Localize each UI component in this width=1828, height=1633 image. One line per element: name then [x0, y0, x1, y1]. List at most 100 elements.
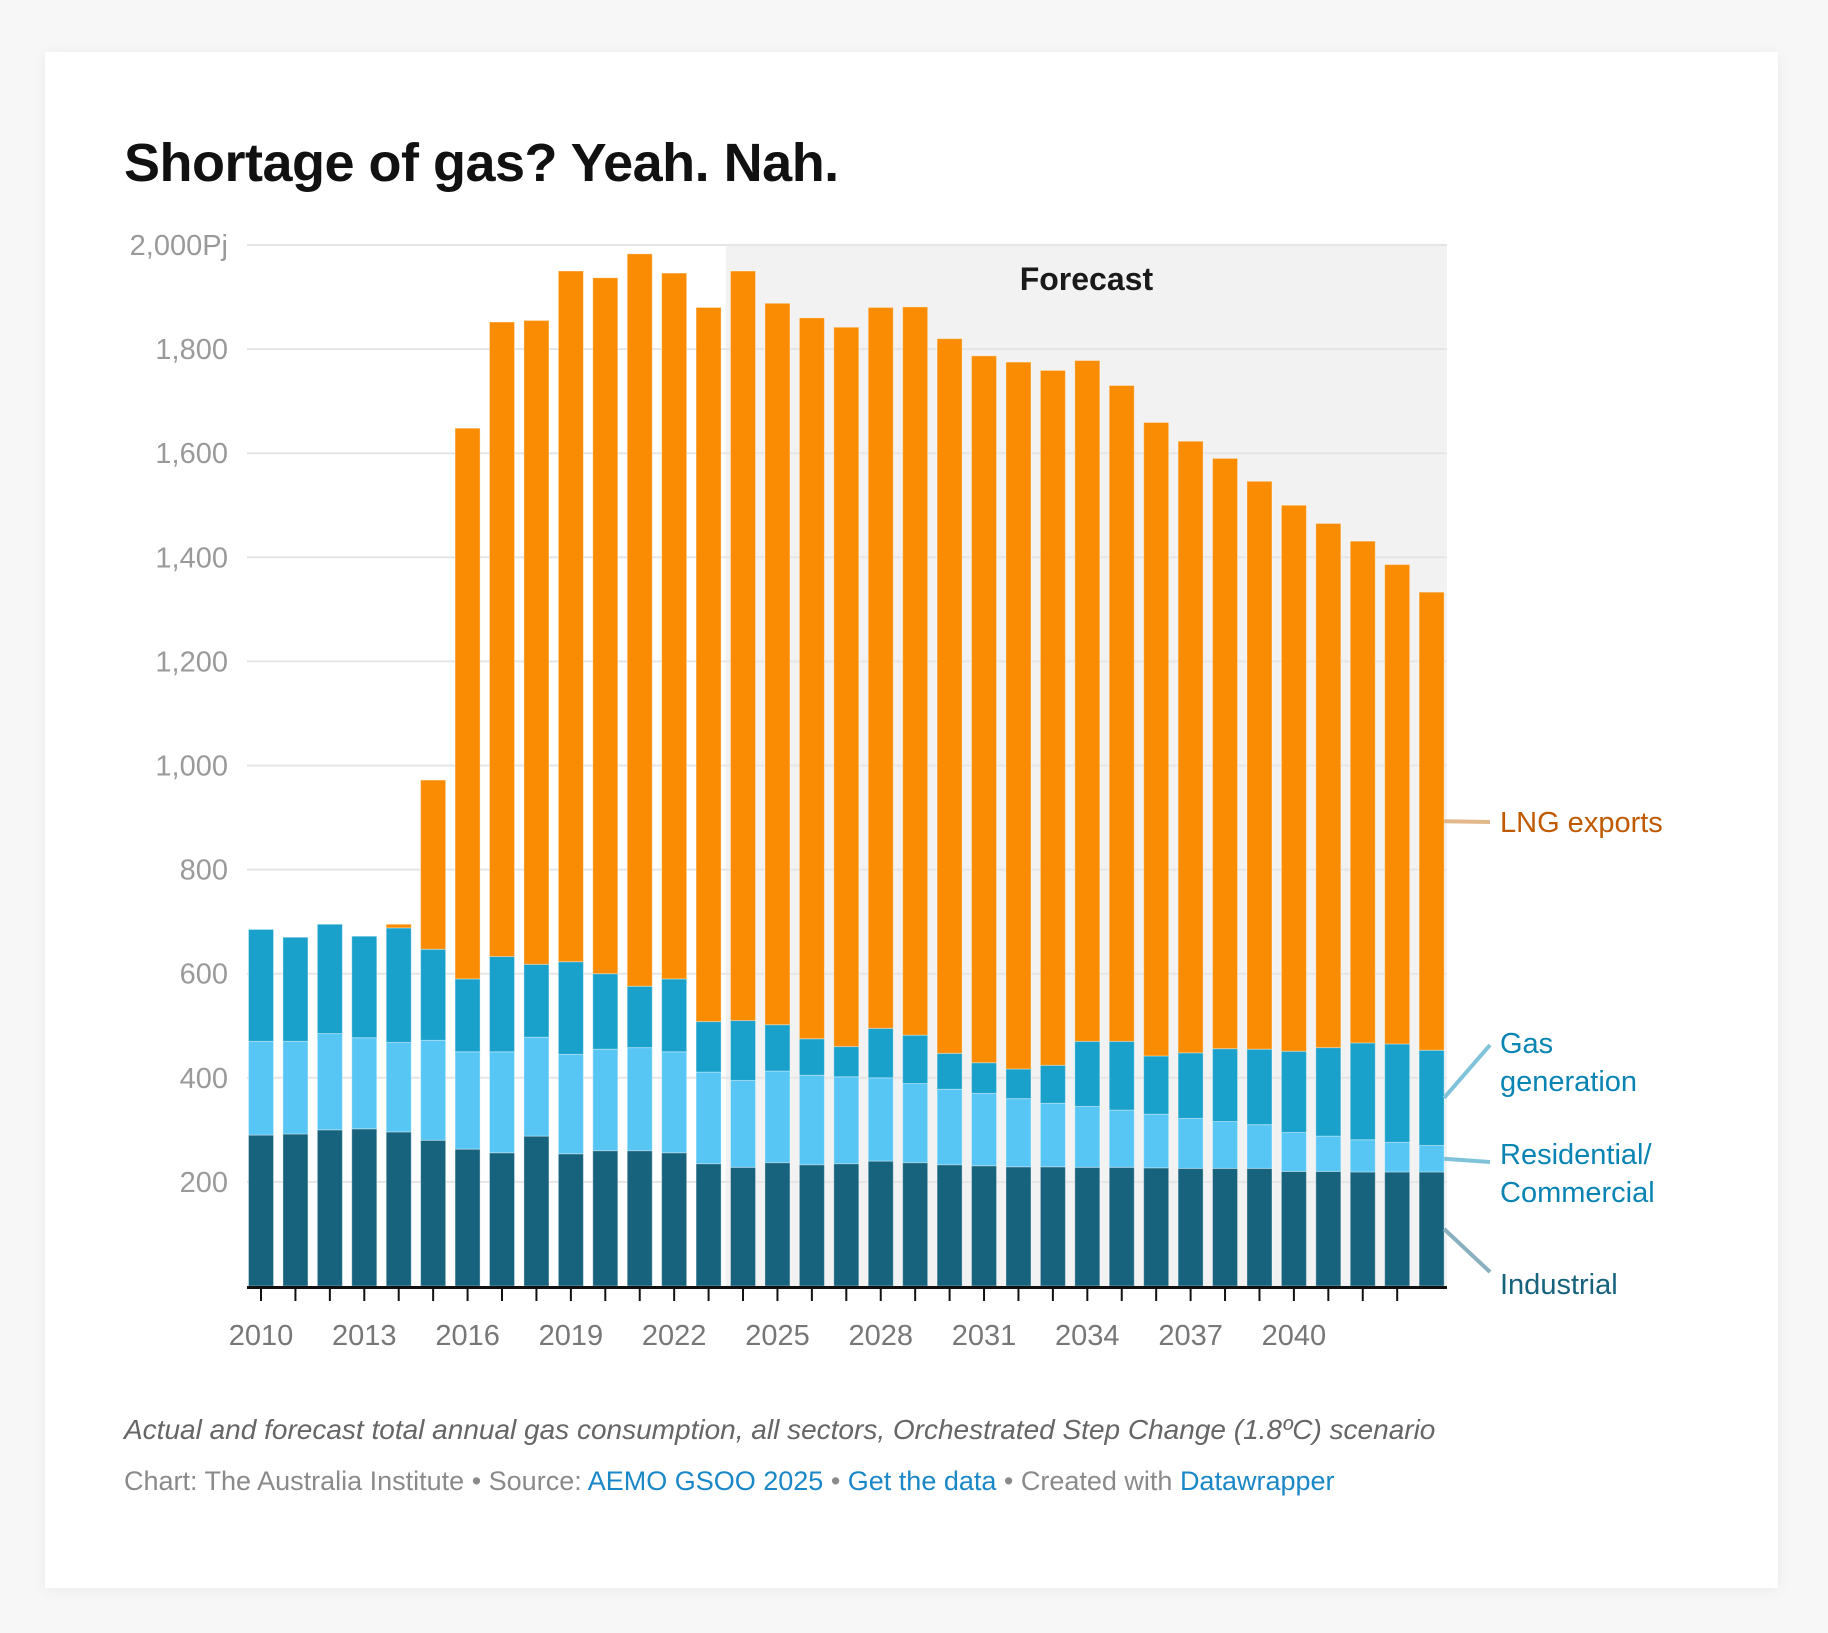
bar-industrial[interactable]: [833, 1163, 860, 1287]
bar-lng_exports[interactable]: [1418, 591, 1445, 1051]
bar-residential[interactable]: [557, 1053, 584, 1155]
bar-residential[interactable]: [1349, 1139, 1376, 1173]
bar-residential[interactable]: [1074, 1105, 1101, 1168]
bar-gas_generation[interactable]: [936, 1052, 963, 1090]
bar-residential[interactable]: [971, 1092, 998, 1167]
bar-gas_generation[interactable]: [248, 928, 274, 1042]
bar-residential[interactable]: [282, 1040, 309, 1135]
bar-lng_exports[interactable]: [730, 270, 757, 1022]
bar-industrial[interactable]: [902, 1162, 929, 1287]
bar-industrial[interactable]: [1384, 1171, 1411, 1287]
bar-lng_exports[interactable]: [764, 302, 791, 1026]
bar-residential[interactable]: [454, 1051, 481, 1150]
bar-gas_generation[interactable]: [523, 963, 550, 1038]
bar-residential[interactable]: [351, 1037, 378, 1130]
bar-residential[interactable]: [523, 1036, 550, 1137]
bar-residential[interactable]: [798, 1074, 825, 1166]
bar-gas_generation[interactable]: [1108, 1040, 1135, 1111]
bar-industrial[interactable]: [1005, 1166, 1032, 1287]
bar-industrial[interactable]: [661, 1152, 688, 1287]
bar-gas_generation[interactable]: [1280, 1050, 1307, 1133]
bar-residential[interactable]: [1418, 1144, 1445, 1173]
bar-industrial[interactable]: [936, 1164, 963, 1287]
bar-gas_generation[interactable]: [282, 936, 309, 1042]
bar-industrial[interactable]: [1039, 1166, 1066, 1287]
bar-lng_exports[interactable]: [489, 321, 516, 958]
bar-industrial[interactable]: [420, 1139, 447, 1287]
bar-residential[interactable]: [1315, 1135, 1342, 1172]
bar-industrial[interactable]: [282, 1133, 309, 1287]
bar-industrial[interactable]: [592, 1150, 619, 1287]
bar-gas_generation[interactable]: [489, 956, 516, 1053]
bar-gas_generation[interactable]: [454, 978, 481, 1053]
bar-residential[interactable]: [1246, 1124, 1273, 1169]
bar-gas_generation[interactable]: [867, 1027, 894, 1079]
bar-gas_generation[interactable]: [1384, 1043, 1411, 1143]
bar-industrial[interactable]: [316, 1129, 343, 1287]
bar-lng_exports[interactable]: [1108, 385, 1135, 1042]
bar-gas_generation[interactable]: [798, 1038, 825, 1076]
bar-residential[interactable]: [592, 1048, 619, 1152]
bar-gas_generation[interactable]: [592, 973, 619, 1050]
bar-lng_exports[interactable]: [626, 253, 653, 987]
bar-lng_exports[interactable]: [902, 306, 929, 1036]
bar-lng_exports[interactable]: [1074, 360, 1101, 1042]
bar-gas_generation[interactable]: [661, 978, 688, 1053]
bar-gas_generation[interactable]: [695, 1021, 722, 1073]
bar-gas_generation[interactable]: [316, 923, 343, 1035]
bar-industrial[interactable]: [798, 1164, 825, 1287]
bar-industrial[interactable]: [1349, 1171, 1376, 1287]
bar-lng_exports[interactable]: [661, 272, 688, 980]
bar-residential[interactable]: [936, 1088, 963, 1166]
bar-residential[interactable]: [1143, 1113, 1170, 1169]
bar-residential[interactable]: [1005, 1098, 1032, 1168]
bar-industrial[interactable]: [523, 1135, 550, 1287]
bar-residential[interactable]: [661, 1051, 688, 1154]
bar-residential[interactable]: [1177, 1117, 1204, 1169]
bar-industrial[interactable]: [730, 1166, 757, 1287]
bar-lng_exports[interactable]: [1349, 540, 1376, 1044]
bar-residential[interactable]: [867, 1077, 894, 1162]
bar-lng_exports[interactable]: [1005, 361, 1032, 1070]
bar-lng_exports[interactable]: [1280, 504, 1307, 1052]
bar-residential[interactable]: [385, 1041, 412, 1133]
bar-lng_exports[interactable]: [936, 338, 963, 1054]
bar-industrial[interactable]: [626, 1150, 653, 1287]
bar-industrial[interactable]: [1418, 1171, 1445, 1287]
bar-industrial[interactable]: [1177, 1167, 1204, 1287]
bar-residential[interactable]: [420, 1039, 447, 1141]
bar-lng_exports[interactable]: [867, 306, 894, 1029]
bar-industrial[interactable]: [385, 1131, 412, 1287]
bar-industrial[interactable]: [248, 1134, 274, 1287]
bar-gas_generation[interactable]: [730, 1020, 757, 1081]
bar-gas_generation[interactable]: [833, 1046, 860, 1078]
bar-lng_exports[interactable]: [557, 270, 584, 963]
bar-residential[interactable]: [1108, 1109, 1135, 1168]
bar-industrial[interactable]: [1280, 1170, 1307, 1287]
bar-industrial[interactable]: [971, 1165, 998, 1287]
bar-industrial[interactable]: [454, 1148, 481, 1287]
bar-gas_generation[interactable]: [626, 985, 653, 1049]
source-link[interactable]: AEMO GSOO 2025: [587, 1466, 824, 1496]
bar-gas_generation[interactable]: [1143, 1055, 1170, 1115]
bar-residential[interactable]: [1280, 1131, 1307, 1172]
bar-industrial[interactable]: [1074, 1166, 1101, 1287]
bar-gas_generation[interactable]: [1418, 1049, 1445, 1146]
bar-gas_generation[interactable]: [420, 948, 447, 1041]
bar-gas_generation[interactable]: [1246, 1048, 1273, 1126]
bar-gas_generation[interactable]: [557, 961, 584, 1055]
bar-lng_exports[interactable]: [1384, 564, 1411, 1045]
bar-residential[interactable]: [730, 1079, 757, 1168]
bar-industrial[interactable]: [867, 1160, 894, 1287]
bar-industrial[interactable]: [1108, 1166, 1135, 1287]
datawrapper-link[interactable]: Datawrapper: [1179, 1466, 1335, 1496]
bar-lng_exports[interactable]: [385, 923, 412, 929]
bar-residential[interactable]: [626, 1047, 653, 1152]
bar-gas_generation[interactable]: [971, 1062, 998, 1094]
bar-residential[interactable]: [764, 1070, 791, 1164]
bar-residential[interactable]: [902, 1083, 929, 1164]
bar-residential[interactable]: [833, 1076, 860, 1165]
bar-gas_generation[interactable]: [1349, 1042, 1376, 1141]
bar-lng_exports[interactable]: [1177, 440, 1204, 1054]
bar-lng_exports[interactable]: [420, 779, 447, 950]
